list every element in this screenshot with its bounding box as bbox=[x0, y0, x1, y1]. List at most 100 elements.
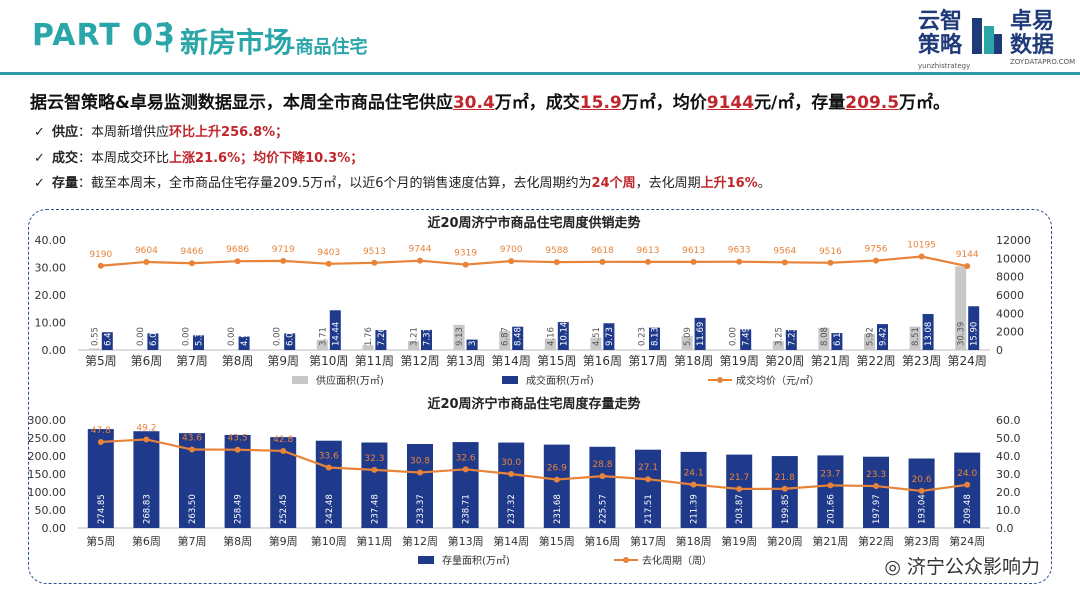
bar-value-label: 197.97 bbox=[872, 494, 882, 524]
line-value-label: 23.3 bbox=[866, 470, 886, 480]
line-value-label: 9604 bbox=[135, 246, 158, 256]
y2-tick-label: 20.0 bbox=[996, 486, 1021, 499]
bar-secondary bbox=[238, 336, 250, 350]
bar-secondary bbox=[831, 333, 843, 350]
legend-label: 存量面积(万㎡) bbox=[442, 554, 510, 567]
y-tick-label: 100.00 bbox=[28, 486, 67, 499]
line-point bbox=[417, 257, 423, 264]
line-value-label: 9686 bbox=[226, 245, 249, 255]
x-tick-label: 第19周 bbox=[721, 534, 757, 548]
summary-text-4: 元/㎡，存量 bbox=[754, 93, 846, 113]
line-value-label: 43.5 bbox=[228, 434, 248, 444]
x-tick-label: 第22周 bbox=[858, 534, 894, 548]
line-point bbox=[508, 258, 515, 265]
y-tick-label: 0.00 bbox=[42, 522, 67, 535]
bar-value-label: 10.14 bbox=[559, 322, 569, 346]
line-point bbox=[234, 258, 241, 265]
y2-tick-label: 10.0 bbox=[996, 504, 1021, 517]
legend-label: 去化周期（周） bbox=[642, 554, 712, 567]
line-point bbox=[143, 436, 150, 443]
bar-primary bbox=[87, 429, 114, 528]
bar-primary bbox=[543, 444, 570, 528]
bar-primary bbox=[771, 456, 798, 528]
line-point bbox=[553, 259, 560, 266]
bar-primary bbox=[134, 350, 146, 351]
legend-label: 成交面积(万㎡) bbox=[526, 374, 594, 387]
x-tick-label: 第21周 bbox=[811, 354, 850, 368]
x-tick-label: 第15周 bbox=[537, 354, 576, 368]
bar-value-label: 3.71 bbox=[318, 327, 328, 346]
summary-text-3: 万㎡，均价 bbox=[621, 93, 707, 113]
bar-value-label: 30.39 bbox=[957, 322, 967, 346]
line-point bbox=[736, 258, 743, 265]
line-value-label: 9618 bbox=[591, 246, 614, 256]
logo-mark-icon bbox=[970, 14, 1004, 58]
line-point bbox=[690, 481, 697, 488]
bullet-key: 供应 bbox=[52, 125, 79, 140]
bar-value-label: 193.04 bbox=[918, 494, 928, 524]
line-value-label: 9564 bbox=[773, 246, 796, 256]
wechat-icon: ◎ bbox=[884, 556, 907, 578]
line-value-label: 27.1 bbox=[638, 463, 658, 473]
bar-primary bbox=[88, 348, 100, 350]
bar-value-label: 209.48 bbox=[963, 494, 973, 524]
x-tick-label: 第12周 bbox=[400, 354, 439, 368]
y2-tick-label: 40.0 bbox=[996, 450, 1021, 463]
line-series bbox=[100, 255, 968, 268]
x-tick-label: 第22周 bbox=[856, 354, 895, 368]
x-tick-label: 第12周 bbox=[402, 534, 438, 548]
line-point bbox=[599, 258, 606, 265]
x-tick-label: 第8周 bbox=[222, 354, 254, 368]
bullet-highlight-2: 上升16% bbox=[700, 176, 758, 191]
line-value-label: 21.8 bbox=[775, 473, 795, 483]
bar-value-label: 0.00 bbox=[273, 327, 283, 346]
bar-secondary bbox=[603, 323, 615, 350]
bar-value-label: 225.57 bbox=[598, 494, 608, 524]
line-point bbox=[508, 471, 515, 477]
line-value-label: 30.8 bbox=[410, 457, 430, 467]
bullet-stock: ✓ 存量：截至本周末，全市商品住宅存量209.5万㎡，以近6个月的销售速度估算，去… bbox=[34, 172, 771, 191]
y2-tick-label: 0 bbox=[996, 344, 1003, 357]
x-tick-label: 第14周 bbox=[493, 534, 529, 548]
logo-text-bottom-left: 策略 bbox=[918, 33, 963, 58]
bar-value-label: 3.21 bbox=[410, 327, 420, 346]
x-tick-label: 第13周 bbox=[448, 534, 484, 548]
bar-value-label: 3.8 bbox=[468, 332, 478, 346]
bar-value-label: 5.92 bbox=[866, 327, 876, 346]
x-tick-label: 第17周 bbox=[630, 534, 666, 548]
line-point bbox=[371, 466, 378, 473]
bar-value-label: 3.25 bbox=[774, 327, 784, 346]
line-value-label: 9588 bbox=[545, 246, 568, 256]
bar-value-label: 9.73 bbox=[605, 327, 615, 346]
bar-value-label: 201.66 bbox=[826, 494, 836, 524]
y2-tick-label: 10000 bbox=[996, 252, 1031, 265]
bar-secondary bbox=[557, 322, 569, 350]
logo-text-top-right: 卓易 bbox=[1010, 9, 1055, 34]
bar-value-label: 6.02 bbox=[286, 327, 296, 346]
bar-primary bbox=[362, 345, 374, 350]
x-tick-label: 第11周 bbox=[355, 354, 394, 368]
bar-value-label: 7.26 bbox=[377, 327, 387, 346]
line-point bbox=[553, 476, 560, 483]
line-point bbox=[97, 438, 104, 445]
y2-tick-label: 50.0 bbox=[996, 432, 1021, 445]
line-value-label: 9319 bbox=[454, 249, 477, 259]
x-tick-label: 第21周 bbox=[812, 534, 848, 548]
bar-value-label: 8.13 bbox=[651, 327, 661, 346]
y2-tick-label: 0.0 bbox=[996, 522, 1014, 535]
logo-text-top-left: 云智 bbox=[918, 9, 963, 34]
chart-title: 近20周济宁市商品住宅周度存量走势 bbox=[427, 396, 640, 412]
bar-primary bbox=[180, 350, 191, 351]
line-point bbox=[280, 257, 287, 264]
x-tick-label: 第8周 bbox=[223, 534, 252, 548]
bar-primary bbox=[818, 327, 830, 350]
bar-primary bbox=[361, 442, 388, 528]
line-value-label: 24.0 bbox=[957, 469, 977, 479]
x-tick-label: 第11周 bbox=[356, 534, 392, 548]
header-bar bbox=[0, 0, 1080, 76]
line-value-label: 9403 bbox=[317, 248, 340, 258]
bar-value-label: 7.23 bbox=[787, 327, 797, 346]
line-point bbox=[645, 258, 651, 265]
bar-value-label: 237.48 bbox=[370, 494, 380, 524]
